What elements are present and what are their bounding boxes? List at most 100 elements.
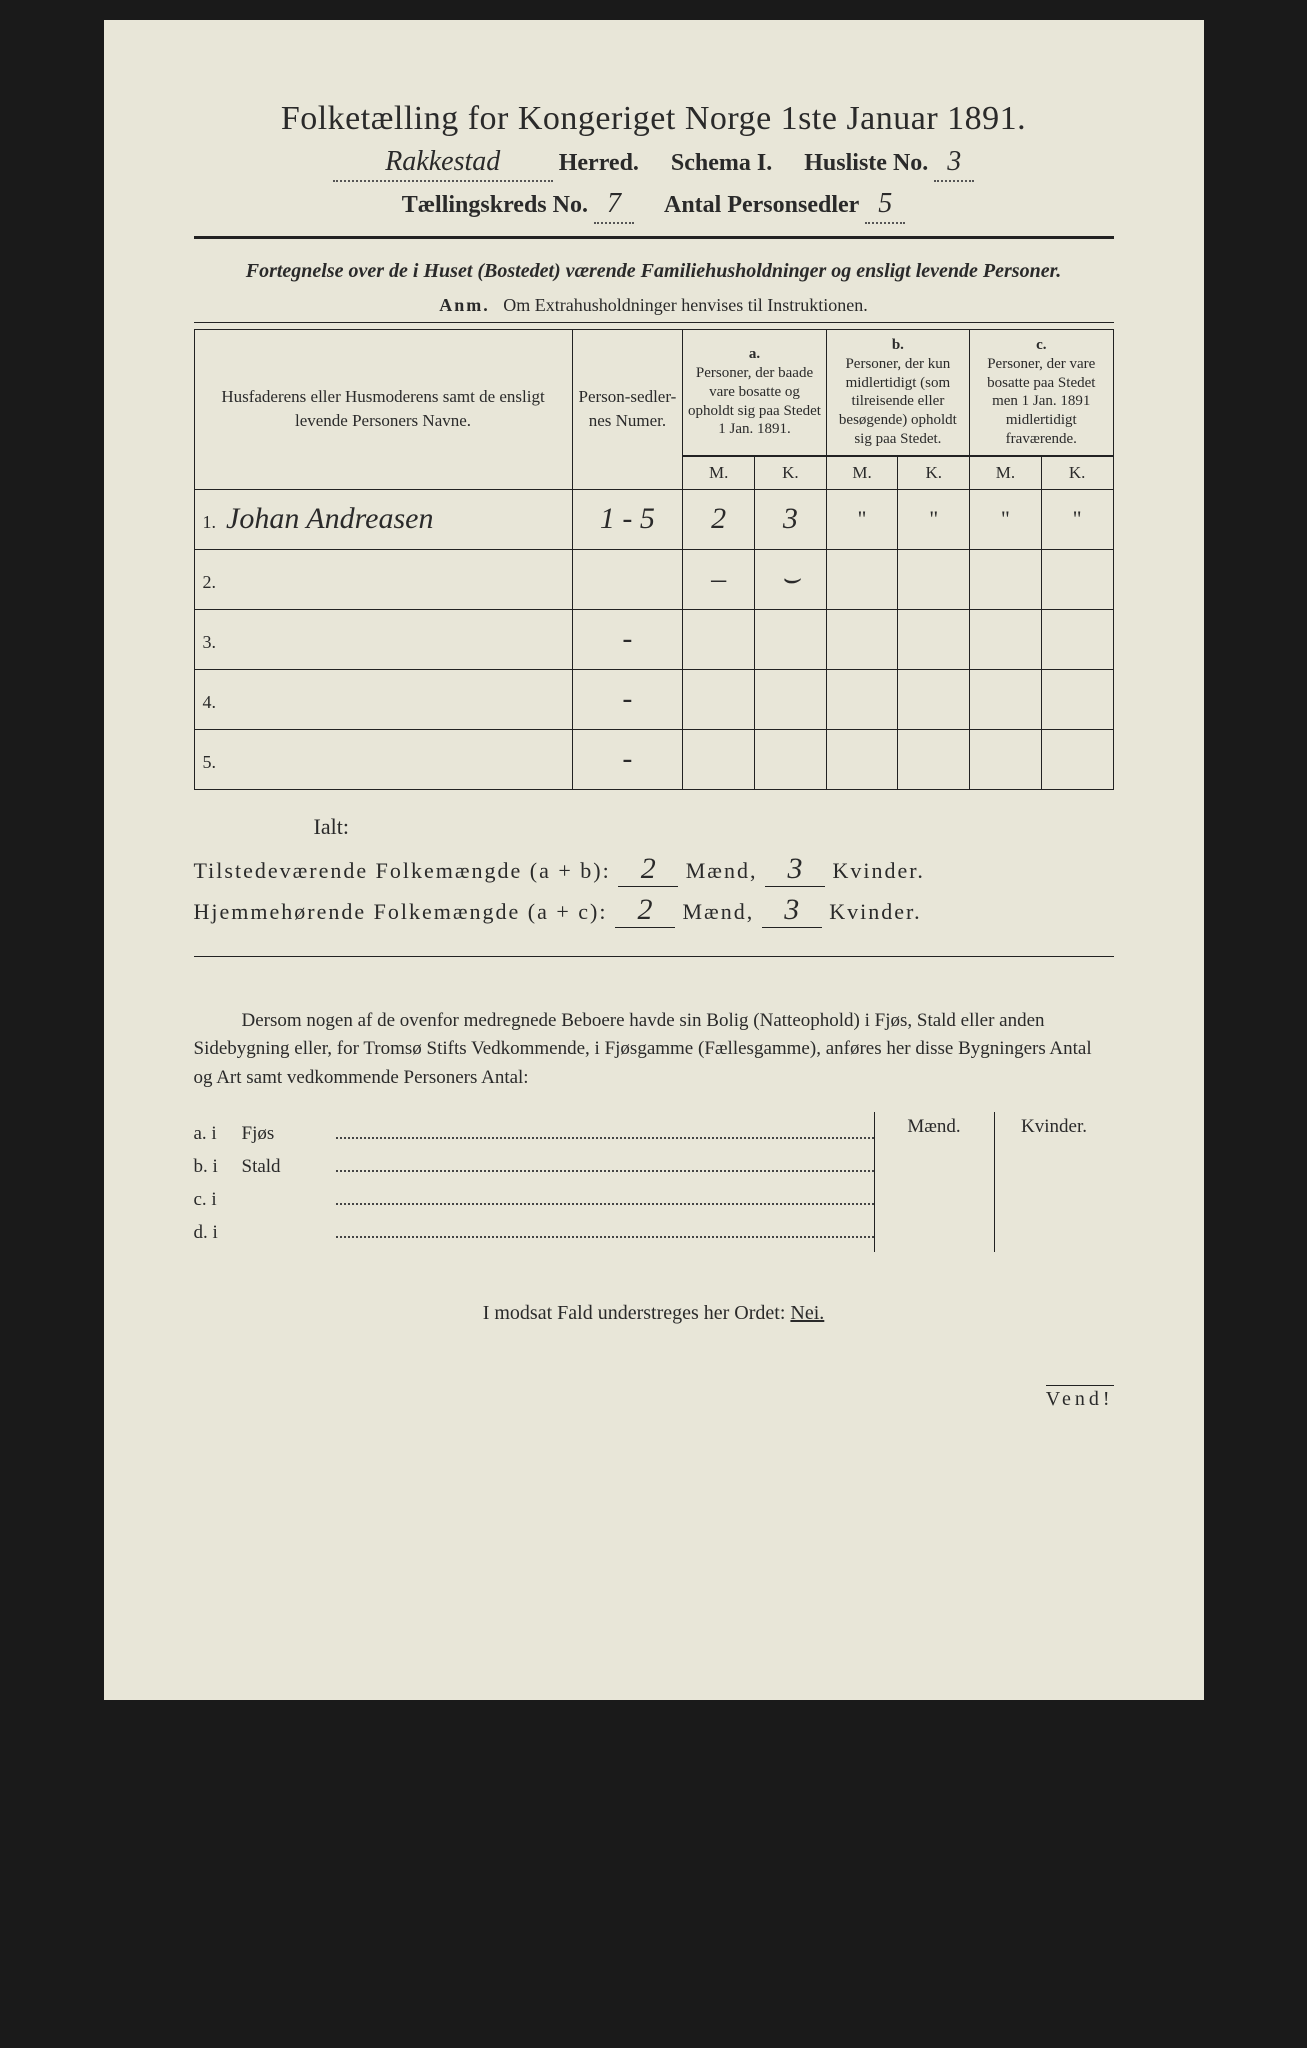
cell-num: - bbox=[572, 729, 683, 789]
col-a-k: K. bbox=[755, 456, 827, 489]
cell-bm bbox=[826, 669, 898, 729]
cell-cm bbox=[970, 609, 1042, 669]
col-c: c.Personer, der vare bosatte paa Stedet … bbox=[970, 330, 1113, 456]
header-row-2: Tællingskreds No. 7 Antal Personsedler 5 bbox=[194, 188, 1114, 224]
header-row-1: Rakkestad Herred. Schema I. Husliste No.… bbox=[194, 146, 1114, 182]
cell-ak bbox=[755, 669, 827, 729]
col-b: b.Personer, der kun midlertidigt (som ti… bbox=[826, 330, 969, 456]
cell-bk bbox=[898, 729, 970, 789]
col-a-m: M. bbox=[683, 456, 755, 489]
cell-bk: " bbox=[898, 489, 970, 549]
building-row: a. iFjøs bbox=[194, 1120, 874, 1145]
cell-name: 3. bbox=[194, 609, 572, 669]
kreds-value: 7 bbox=[594, 188, 634, 224]
cell-am bbox=[683, 609, 755, 669]
page-title: Folketælling for Kongeriget Norge 1ste J… bbox=[194, 100, 1114, 138]
col-c-m: M. bbox=[970, 456, 1042, 489]
modsat-line: I modsat Fald understreges her Ordet: Ne… bbox=[194, 1302, 1114, 1325]
bottom-maend: Mænd. bbox=[875, 1112, 994, 1252]
anm-text: Om Extrahusholdninger henvises til Instr… bbox=[503, 295, 867, 315]
building-paragraph: Dersom nogen af de ovenfor medregnede Be… bbox=[194, 1007, 1114, 1093]
bottom-left: a. iFjøs b. iStald c. i d. i bbox=[194, 1112, 874, 1252]
modsat-nei: Nei. bbox=[790, 1302, 824, 1324]
col-b-m: M. bbox=[826, 456, 898, 489]
cell-num bbox=[572, 549, 683, 609]
ialt-label: Ialt: bbox=[314, 814, 1114, 840]
divider bbox=[194, 236, 1114, 239]
totals-1-k: 3 bbox=[765, 852, 825, 887]
antal-label: Antal Personsedler bbox=[664, 192, 859, 219]
subtitle: Fortegnelse over de i Huset (Bostedet) v… bbox=[194, 257, 1114, 285]
col-a: a.Personer, der baade vare bosatte og op… bbox=[683, 330, 826, 456]
col-c-k: K. bbox=[1041, 456, 1113, 489]
cell-ck bbox=[1041, 729, 1113, 789]
cell-ak bbox=[755, 729, 827, 789]
cell-num: - bbox=[572, 669, 683, 729]
cell-am bbox=[683, 729, 755, 789]
totals-2-m: 2 bbox=[615, 893, 675, 928]
cell-ak bbox=[755, 609, 827, 669]
col-b-k: K. bbox=[898, 456, 970, 489]
cell-cm bbox=[970, 669, 1042, 729]
schema-label: Schema I. bbox=[671, 150, 772, 177]
maend-label: Mænd, bbox=[682, 899, 754, 924]
table-row: 5.- bbox=[194, 729, 1113, 789]
bottom-right: Mænd. Kvinder. bbox=[874, 1112, 1114, 1252]
cell-bm bbox=[826, 609, 898, 669]
col-name: Husfaderens eller Husmoderens samt de en… bbox=[194, 330, 572, 490]
herred-value: Rakkestad bbox=[333, 146, 553, 182]
cell-bk bbox=[898, 609, 970, 669]
cell-bk bbox=[898, 669, 970, 729]
cell-bm: " bbox=[826, 489, 898, 549]
cell-ck bbox=[1041, 669, 1113, 729]
modsat-text: I modsat Fald understreges her Ordet: bbox=[483, 1302, 786, 1324]
cell-name: 1.Johan Andreasen bbox=[194, 489, 572, 549]
vend-label: Vend! bbox=[1046, 1385, 1114, 1411]
divider bbox=[194, 956, 1114, 957]
totals-line-1: Tilstedeværende Folkemængde (a + b): 2 M… bbox=[194, 852, 1114, 887]
maend-label: Mænd, bbox=[686, 858, 758, 883]
table-row: 3.- bbox=[194, 609, 1113, 669]
bottom-grid: a. iFjøs b. iStald c. i d. i Mænd. Kvinder. bbox=[194, 1112, 1114, 1252]
building-row: c. i bbox=[194, 1186, 874, 1211]
table-row: 4.- bbox=[194, 669, 1113, 729]
building-row: b. iStald bbox=[194, 1153, 874, 1178]
cell-bm bbox=[826, 549, 898, 609]
totals-1-label: Tilstedeværende Folkemængde (a + b): bbox=[194, 858, 611, 883]
cell-name: 4. bbox=[194, 669, 572, 729]
table-row: 2. –⌣ bbox=[194, 549, 1113, 609]
cell-name: 2. bbox=[194, 549, 572, 609]
cell-am: – bbox=[683, 549, 755, 609]
cell-am: 2 bbox=[683, 489, 755, 549]
bottom-kvinder: Kvinder. bbox=[994, 1112, 1114, 1252]
divider bbox=[194, 322, 1114, 323]
cell-ak: ⌣ bbox=[755, 549, 827, 609]
cell-bk bbox=[898, 549, 970, 609]
anm-line: Anm. Om Extrahusholdninger henvises til … bbox=[194, 295, 1114, 316]
anm-label: Anm. bbox=[439, 295, 490, 315]
cell-ck: " bbox=[1041, 489, 1113, 549]
building-row: d. i bbox=[194, 1219, 874, 1244]
cell-num: 1 - 5 bbox=[572, 489, 683, 549]
cell-am bbox=[683, 669, 755, 729]
col-numer: Person-sedler-nes Numer. bbox=[572, 330, 683, 490]
cell-cm: " bbox=[970, 489, 1042, 549]
cell-bm bbox=[826, 729, 898, 789]
cell-ck bbox=[1041, 549, 1113, 609]
herred-label: Herred. bbox=[559, 150, 639, 177]
totals-2-label: Hjemmehørende Folkemængde (a + c): bbox=[194, 899, 608, 924]
antal-value: 5 bbox=[865, 188, 905, 224]
husliste-value: 3 bbox=[934, 146, 974, 182]
cell-cm bbox=[970, 549, 1042, 609]
totals-1-m: 2 bbox=[618, 852, 678, 887]
husliste-label: Husliste No. bbox=[804, 150, 928, 177]
cell-num: - bbox=[572, 609, 683, 669]
kreds-label: Tællingskreds No. bbox=[402, 192, 588, 219]
kvinder-label: Kvinder. bbox=[832, 858, 924, 883]
census-form-page: Folketælling for Kongeriget Norge 1ste J… bbox=[104, 20, 1204, 1700]
totals-line-2: Hjemmehørende Folkemængde (a + c): 2 Mæn… bbox=[194, 893, 1114, 928]
cell-ak: 3 bbox=[755, 489, 827, 549]
main-table: Husfaderens eller Husmoderens samt de en… bbox=[194, 329, 1114, 790]
totals-2-k: 3 bbox=[762, 893, 822, 928]
cell-name: 5. bbox=[194, 729, 572, 789]
